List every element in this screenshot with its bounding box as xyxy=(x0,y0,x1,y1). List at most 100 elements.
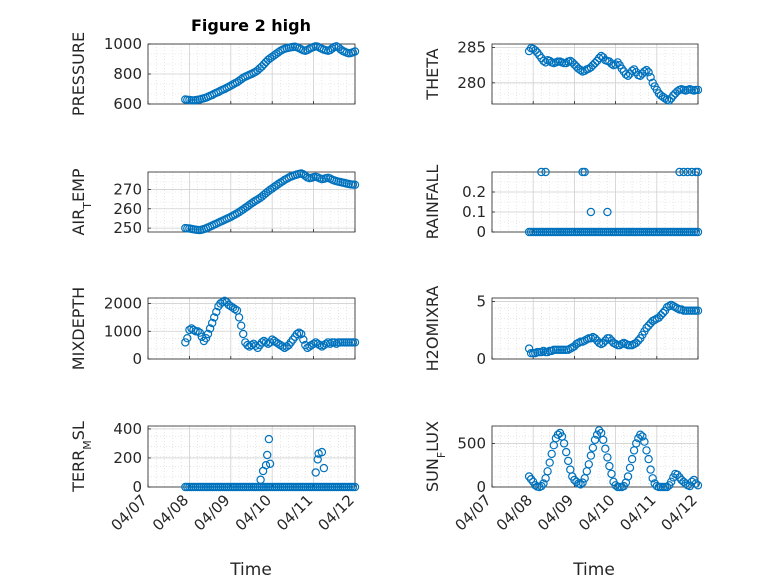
axes-box xyxy=(147,425,356,488)
data-point xyxy=(195,328,204,337)
data-point xyxy=(642,446,651,455)
data-point xyxy=(644,67,653,77)
x-tick-label: 04/11 xyxy=(616,491,659,534)
data-point xyxy=(588,443,598,452)
data-point xyxy=(683,167,692,177)
y-axis-label: RAINFALL xyxy=(423,165,442,240)
data-point xyxy=(251,341,260,350)
data-point xyxy=(545,458,554,467)
data-point xyxy=(599,435,608,445)
data-point xyxy=(524,344,534,353)
data-point xyxy=(693,85,703,95)
data-point xyxy=(234,313,244,322)
data-point xyxy=(207,318,217,328)
y-axis-label-main: H2OMIXRA xyxy=(423,286,442,372)
data-point xyxy=(328,44,337,53)
data-point xyxy=(209,313,219,322)
y-tick-label: 285 xyxy=(457,39,486,57)
y-tick-label: 400 xyxy=(113,420,142,438)
y-axis-label: THETA xyxy=(423,48,442,100)
y-tick-label: 800 xyxy=(113,65,142,83)
data-point xyxy=(603,453,612,462)
data-point xyxy=(662,482,672,492)
data-point xyxy=(603,207,612,217)
data-point xyxy=(203,329,213,339)
data-point xyxy=(278,342,287,351)
data-point xyxy=(256,475,265,484)
data-point xyxy=(562,447,571,457)
data-point xyxy=(547,449,556,459)
y-axis-label-main: PRESSURE xyxy=(69,32,88,116)
data-point xyxy=(673,87,682,96)
data-point xyxy=(634,336,643,345)
data-point xyxy=(665,301,674,311)
data-point xyxy=(299,335,308,344)
data-point xyxy=(632,338,641,348)
data-point xyxy=(193,327,202,336)
y-axis-label-subscript: F xyxy=(435,452,448,458)
y-tick-label: 250 xyxy=(113,219,142,237)
data-point xyxy=(693,481,703,490)
y-axis-label-main: RAINFALL xyxy=(423,165,442,240)
data-point xyxy=(259,336,269,346)
data-point xyxy=(590,58,600,68)
data-point xyxy=(545,56,554,66)
data-point xyxy=(646,72,655,82)
y-tick-label: 0 xyxy=(476,478,486,496)
y-axis-label: PRESSURE xyxy=(69,32,88,116)
y-axis-label-main: AIR xyxy=(69,209,88,236)
y-axis-label: MIXDEPTH xyxy=(69,287,88,370)
data-point xyxy=(537,167,546,177)
subplot-rainfall: 0 0.1 0.2 RAINFALL xyxy=(423,165,703,241)
data-point xyxy=(693,227,703,237)
data-point xyxy=(232,209,242,218)
y-axis-label: TERRMSL xyxy=(69,421,94,493)
data-point xyxy=(309,339,318,348)
data-point xyxy=(644,454,653,464)
data-point xyxy=(586,207,596,217)
data-point xyxy=(228,80,238,89)
data-point xyxy=(263,450,272,460)
data-point xyxy=(644,321,653,330)
data-point xyxy=(611,60,620,69)
data-point xyxy=(605,334,614,343)
x-tick-label: 04/07 xyxy=(108,491,151,534)
y-axis-label: AIRTEMP xyxy=(69,168,94,235)
x-tick-label: 04/08 xyxy=(149,491,192,534)
data-point xyxy=(274,339,283,348)
y-tick-label: 200 xyxy=(113,449,142,467)
data-point xyxy=(311,468,320,477)
data-point xyxy=(640,67,649,76)
data-point xyxy=(693,306,703,315)
y-tick-label: 270 xyxy=(113,180,142,198)
data-point xyxy=(675,167,684,177)
data-point xyxy=(261,461,271,470)
series-markers xyxy=(524,300,703,358)
data-point xyxy=(238,329,248,339)
data-point xyxy=(323,338,333,347)
x-tick-label: 04/11 xyxy=(273,491,316,534)
data-point xyxy=(586,451,596,460)
data-point xyxy=(526,475,536,484)
data-point xyxy=(681,479,690,488)
x-tick-label: 04/08 xyxy=(493,491,536,534)
data-point xyxy=(584,460,594,469)
y-axis-label-main: MIXDEPTH xyxy=(69,287,88,370)
data-point xyxy=(317,447,327,457)
y-tick-label: 0 xyxy=(132,478,142,496)
y-tick-label: 0 xyxy=(476,223,486,241)
subplot-h2omixra: 0 5 H2OMIXRA xyxy=(423,286,703,372)
y-tick-label: 0 xyxy=(476,350,486,368)
y-axis-label-tail: SL xyxy=(69,421,88,440)
data-point xyxy=(607,469,616,479)
data-point xyxy=(638,432,647,441)
data-point xyxy=(212,307,221,317)
data-point xyxy=(537,481,546,491)
axes-box xyxy=(147,297,356,360)
data-point xyxy=(539,479,548,488)
data-point xyxy=(280,343,289,353)
